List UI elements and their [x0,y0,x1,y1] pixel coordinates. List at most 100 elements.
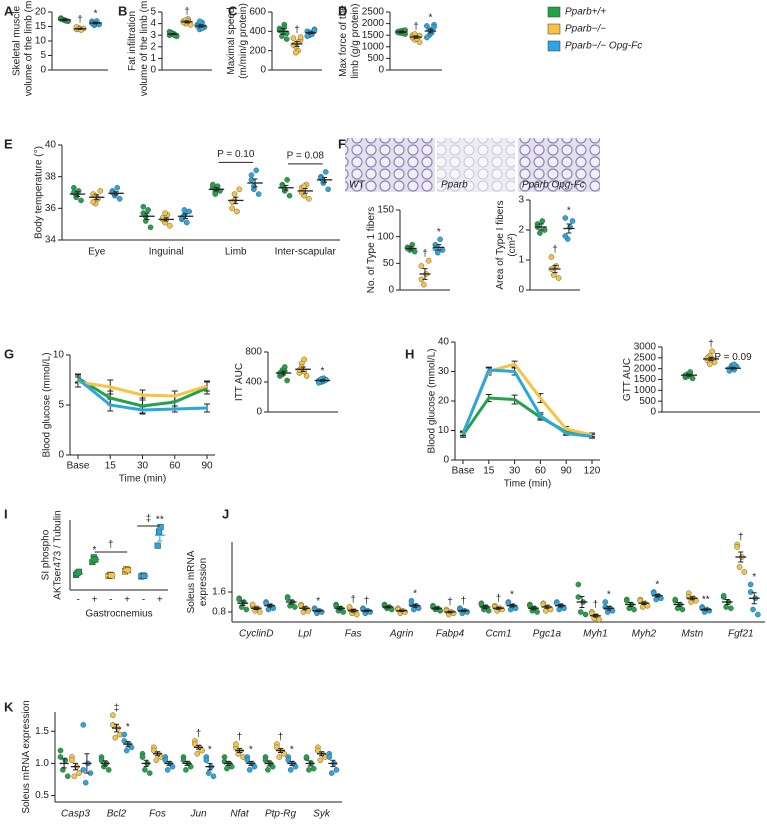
data-point [154,542,161,549]
error-bar [509,604,515,608]
y-tick-label: 0 [650,407,656,418]
data-point [315,747,321,754]
error-bar [566,223,572,234]
data-point [527,602,533,609]
data-point [210,181,216,188]
significance-mark: ** [702,595,710,606]
y-tick-label: 0 [518,285,524,296]
panel-label: A [4,3,14,18]
error-bar [322,176,328,183]
error-bar [703,608,709,611]
micrograph-label: Pparb Opg-Fc [522,180,585,191]
data-point [76,770,82,776]
error-bar [751,592,757,605]
y-axis-label: Area of Type I fibers [495,200,506,289]
data-point [437,236,443,243]
y-tick-label: 1.0 [35,758,49,769]
error-bar [606,606,612,611]
y-tick-label: 34 [45,235,57,246]
data-point [562,215,569,221]
error-bar [93,21,99,25]
data-point [418,263,425,269]
data-point [73,194,80,201]
x-tick-label: 90 [201,461,213,472]
significance-mark: ** [156,515,164,526]
significance-mark: * [126,722,130,733]
data-point [151,747,157,754]
y-tick-label: 40 [438,337,450,348]
y-axis-label: (cm²) [507,233,518,256]
x-tick-label: Ptp-Rg [265,809,297,820]
micrograph-label: Pparb [441,180,468,191]
data-point [90,199,96,205]
data-point [709,348,716,355]
error-bar [689,596,695,601]
error-bar [77,27,83,30]
error-bar [330,759,336,768]
data-point [205,770,212,776]
y-tick-label: 1.6 [212,587,226,598]
y-tick-label: 40 [45,140,57,151]
error-bar [94,194,100,201]
data-point [609,607,616,614]
y-tick-label: 1000 [634,385,657,396]
data-point [306,767,312,773]
data-point [243,606,250,613]
data-point [301,183,307,189]
legend-swatch [547,6,561,18]
error-bar [61,18,67,22]
x-tick-label: - [142,595,145,606]
data-point [276,754,283,760]
data-point [255,191,262,197]
data-point [69,757,75,764]
error-bar [108,574,114,577]
y-axis-label: Body temperature (°) [33,146,44,239]
micrograph-label: WT [349,180,365,191]
significance-mark: † [593,600,599,611]
data-point [637,597,644,604]
error-bar [641,601,647,605]
data-point [199,747,205,754]
data-point [98,757,105,764]
legend-label: Pparb+/+ [565,7,606,18]
data-point [287,767,294,773]
data-point [672,596,679,603]
data-point [310,765,317,772]
error-bar [125,741,131,748]
series-line [77,376,208,408]
error-bar [385,605,391,609]
series-line [77,377,208,412]
data-point [180,757,187,764]
x-tick-label: Agrin [389,629,414,640]
data-point [650,590,657,597]
x-tick-label: 60 [535,466,547,477]
error-bar [530,606,536,611]
data-point [269,763,276,770]
error-bar [198,24,204,28]
data-point [297,34,304,40]
error-bar [627,602,633,607]
data-point [755,611,761,618]
error-bar [302,188,308,194]
data-point [80,767,87,773]
data-point [305,607,312,614]
data-point [162,210,168,216]
error-bar [579,596,585,608]
data-point [229,205,235,212]
data-point [253,167,260,174]
data-point [263,600,269,607]
x-tick-label: Bcl2 [107,809,127,820]
y-tick-label: 500 [367,53,384,64]
x-tick-label: Base [67,461,90,472]
data-point [116,196,123,202]
y-tick-label: 0 [443,455,449,466]
y-tick-label: 0 [378,65,384,76]
error-bar [708,356,714,361]
panel-label: G [4,346,14,361]
x-tick-label: Lpl [298,629,312,640]
significance-mark: * [249,745,253,756]
error-bar [113,191,119,196]
y-tick-label: 5 [150,7,156,18]
x-tick-label: 120 [584,466,601,477]
data-point [246,767,253,773]
